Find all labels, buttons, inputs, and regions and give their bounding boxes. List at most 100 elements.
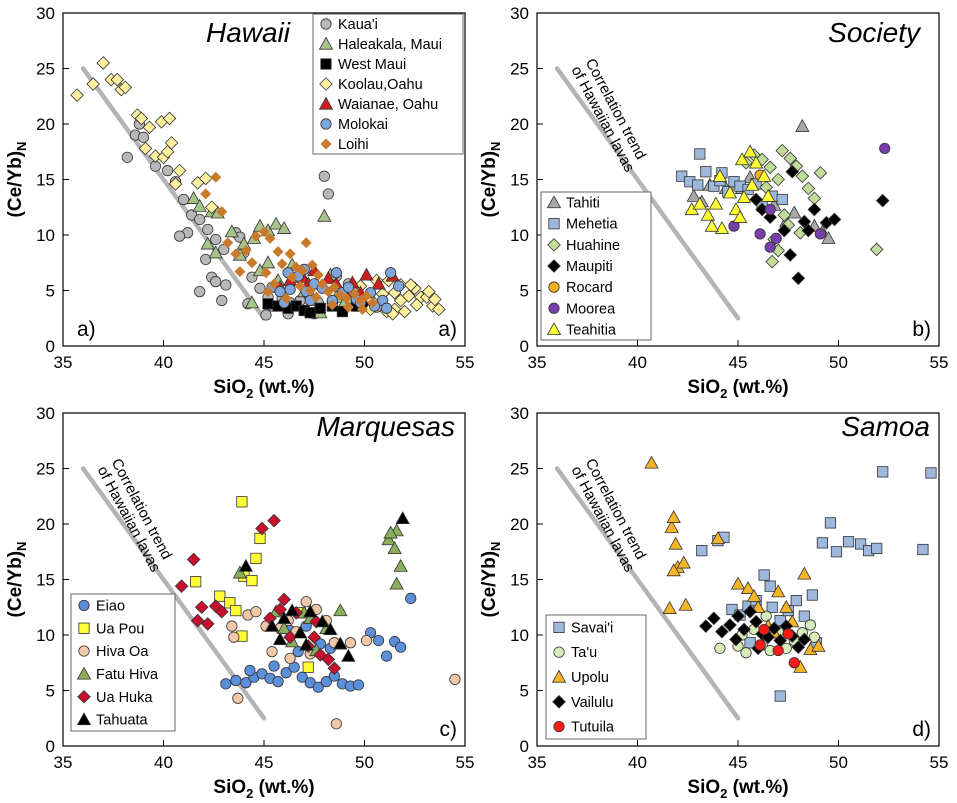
- data-point-maupiti: [785, 164, 800, 179]
- data-point-loihi: [300, 237, 312, 249]
- data-point-teahitia: [712, 168, 728, 182]
- x-tick-label: 50: [355, 753, 374, 772]
- data-point-huahine: [813, 166, 828, 180]
- x-tick-label: 35: [528, 353, 547, 372]
- data-point-waianae-oahu: [359, 267, 374, 281]
- y-tick-label: 15: [36, 571, 55, 590]
- legend: Kaua'i Haleakala, Maui West Maui Koolau,Oah…: [312, 13, 464, 155]
- data-point-molokai: [385, 267, 397, 279]
- data-point-loihi: [361, 290, 373, 302]
- y-axis-title: (Ce/Yb)N: [479, 142, 503, 218]
- data-point-koolau-oahu: [409, 298, 424, 312]
- data-point-eiao: [296, 671, 308, 683]
- data-point-kaua-i: [210, 233, 222, 246]
- x-tick-label: 45: [255, 353, 274, 372]
- data-point-savai-i: [798, 610, 810, 622]
- data-point-savai-i: [871, 542, 883, 555]
- data-point-west-maui: [262, 298, 274, 310]
- legend-marker-upolu: [551, 669, 567, 683]
- x-tick-label: 50: [829, 753, 848, 772]
- data-point-savai-i: [877, 466, 889, 478]
- data-point-koolau-oahu: [168, 177, 183, 191]
- data-point-loihi: [276, 258, 288, 270]
- data-point-kaua-i: [178, 193, 190, 206]
- legend-marker-loihi: [320, 138, 332, 150]
- data-point-moorea: [754, 228, 766, 240]
- data-point-tahuata: [293, 625, 308, 639]
- data-point-fatu-hiva: [232, 565, 248, 579]
- legend-marker-rocard: [548, 281, 560, 293]
- legend-label-hiva-oa: Hiva Oa: [96, 644, 149, 660]
- legend-marker-huahine: [547, 238, 561, 252]
- data-point-tahuata: [276, 611, 292, 624]
- data-point-loihi: [246, 257, 258, 269]
- y-tick-label: 0: [46, 737, 55, 756]
- legend-box: [312, 13, 464, 155]
- data-point-mehetia: [694, 148, 706, 160]
- data-point-upolu: [779, 599, 794, 613]
- data-point-haleakala-maui: [268, 216, 284, 230]
- data-point-west-maui: [304, 307, 316, 319]
- data-point-tahiti: [795, 118, 810, 132]
- data-point-waianae-oahu: [321, 270, 336, 284]
- data-point-tahuata: [315, 614, 330, 628]
- data-point-upolu: [678, 597, 693, 611]
- data-point-teahitia: [760, 188, 776, 202]
- legend-label-loihi: Loihi: [338, 137, 369, 153]
- data-point-vailulu: [767, 621, 781, 636]
- data-point-eiao: [320, 676, 332, 688]
- legend-marker-fatu-hiva: [76, 666, 92, 680]
- data-point-ua-huka: [307, 630, 322, 645]
- data-point-molokai: [342, 281, 355, 293]
- data-point-upolu: [662, 601, 677, 614]
- data-point-eiao: [272, 676, 284, 688]
- data-point-mehetia: [692, 179, 704, 191]
- data-point-teahitia: [744, 177, 760, 191]
- x-tick-label: 40: [628, 353, 647, 372]
- data-point-huahine: [801, 181, 816, 196]
- data-point-maupiti: [777, 223, 792, 238]
- data-point-koolau-oahu: [198, 171, 213, 186]
- data-point-vailulu: [737, 622, 751, 637]
- data-point-loihi: [258, 226, 270, 238]
- data-point-loihi: [354, 294, 366, 306]
- legend-marker-tahuata: [76, 712, 92, 726]
- data-point-koolau-oahu: [403, 278, 418, 292]
- legend-label-fatu-hiva: Fatu Hiva: [96, 667, 159, 683]
- data-point-eiao: [280, 667, 292, 679]
- data-point-upolu: [668, 536, 683, 550]
- legend-marker-tahiti: [546, 195, 562, 209]
- data-point-loihi: [328, 281, 340, 293]
- data-point-hiva-oa: [300, 596, 312, 608]
- y-tick-label: 15: [36, 171, 55, 190]
- data-point-savai-i: [758, 569, 770, 581]
- data-point-loihi: [342, 301, 354, 313]
- data-point-maupiti: [827, 212, 842, 227]
- data-point-huahine: [775, 143, 790, 158]
- y-tick-label: 30: [36, 404, 55, 423]
- data-point-kaua-i: [210, 276, 222, 288]
- data-point-hiva-oa: [360, 634, 373, 647]
- data-point-loihi: [296, 265, 308, 277]
- data-point-tahuata: [303, 604, 318, 618]
- data-point-fatu-hiva: [276, 621, 292, 634]
- data-point-teahitia: [732, 209, 748, 223]
- data-point-maupiti: [807, 202, 822, 217]
- data-point-savai-i: [774, 690, 786, 702]
- data-point-kaua-i: [137, 131, 149, 143]
- data-point-savai-i: [925, 467, 937, 479]
- data-point-ua-pou: [246, 575, 258, 587]
- data-point-upolu: [664, 520, 679, 533]
- data-point-eiao: [352, 679, 365, 691]
- data-point-teahitia: [756, 168, 772, 182]
- data-point-koolau-oahu: [118, 80, 133, 95]
- y-tick-label: 25: [36, 460, 55, 479]
- data-point-fatu-hiva: [393, 558, 408, 572]
- legend: Tahiti Mehetia Huahine Maupiti Rocard Moorea T…: [540, 191, 652, 341]
- data-point-loihi: [322, 286, 334, 298]
- data-point-koolau-oahu: [401, 289, 416, 303]
- data-point-moorea: [814, 228, 827, 240]
- data-point-huahine: [771, 172, 786, 187]
- data-point-ta-u: [804, 619, 816, 631]
- data-point-savai-i: [790, 594, 802, 607]
